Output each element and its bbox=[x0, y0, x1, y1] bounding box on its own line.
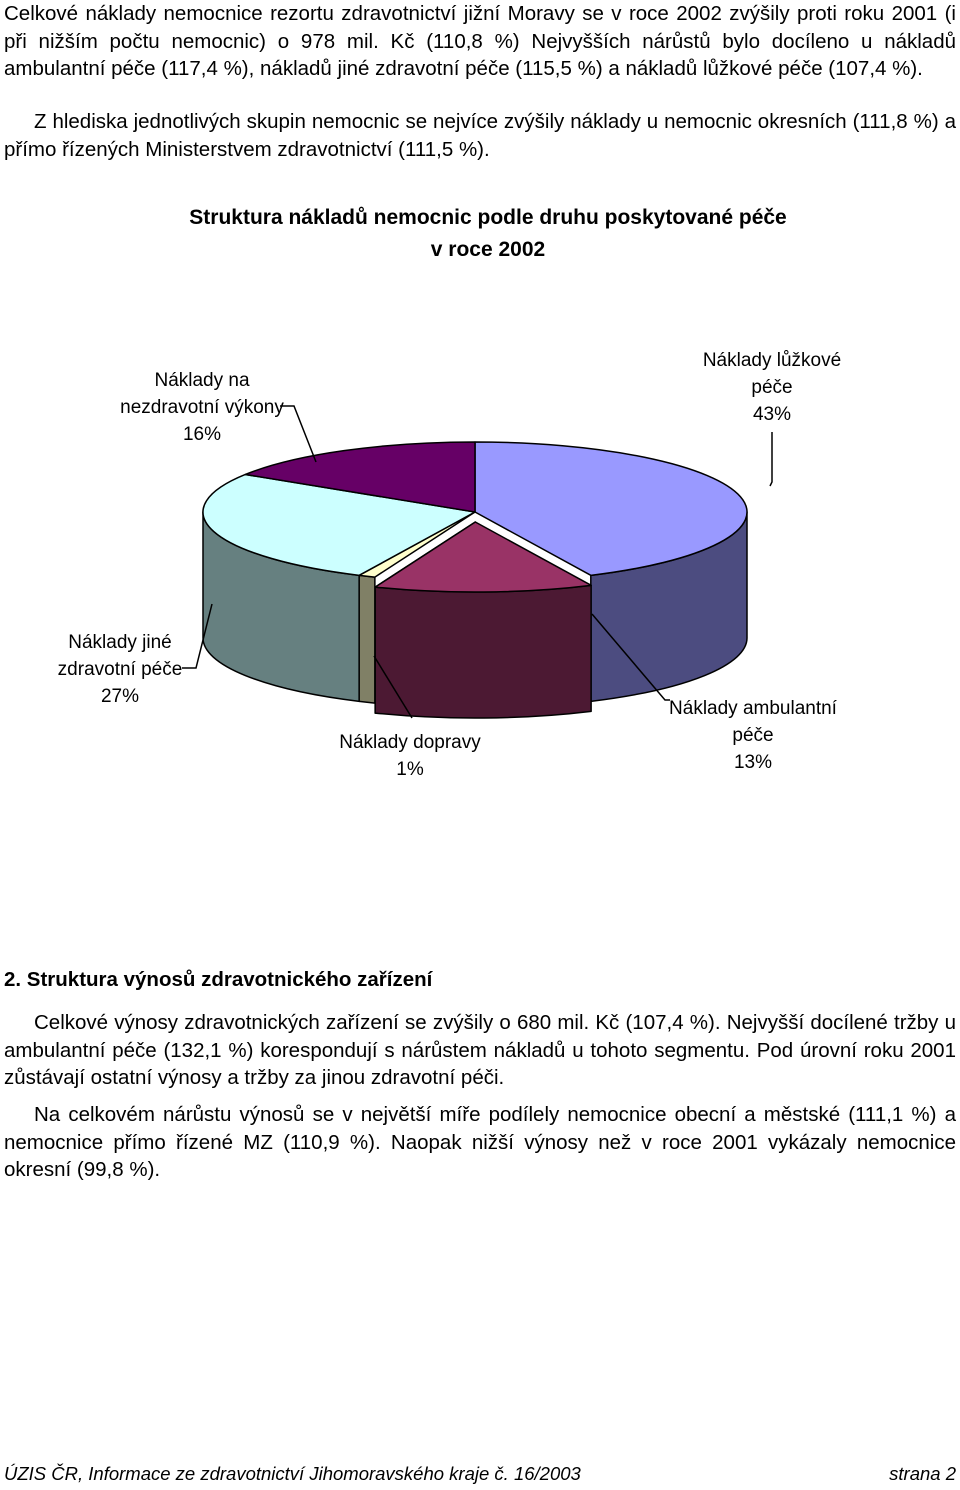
intro-paragraph: Celkové náklady nemocnice rezortu zdravo… bbox=[4, 2, 956, 80]
pie-label-3: Náklady jiné zdravotní péče 27% bbox=[58, 603, 213, 707]
revenue-groups-paragraph: Na celkovém nárůstu výnosů se v největší… bbox=[4, 1103, 956, 1181]
pie-label-4: Náklady na nezdravotní výkony 16% bbox=[120, 370, 317, 463]
pie-value-label-0: 43% bbox=[753, 404, 791, 425]
chart-title: Struktura nákladů nemocnic podle druhu p… bbox=[189, 206, 787, 229]
pie-wall-2 bbox=[358, 574, 376, 704]
hospital-groups-paragraph: Z hlediska jednotlivých skupin nemocnic … bbox=[4, 110, 956, 161]
chart-subtitle: v roce 2002 bbox=[430, 238, 546, 261]
footer-source: ÚZIS ČR, Informace ze zdravotnictví Jiho… bbox=[4, 1463, 581, 1484]
pie-label-0: Náklady lůžkové péče 43% bbox=[703, 350, 841, 487]
pie-name-label-4: Náklady na bbox=[154, 370, 249, 391]
pie-leader-line-3 bbox=[182, 603, 213, 669]
pie-value-label-1: 13% bbox=[734, 752, 772, 773]
footer-page-number: strana 2 bbox=[889, 1463, 956, 1484]
pie-slice-1 bbox=[374, 521, 592, 593]
pie-leader-line-0 bbox=[769, 432, 773, 487]
pie-name-label-4: nezdravotní výkony bbox=[120, 397, 284, 418]
pie-slice-4 bbox=[244, 441, 476, 513]
pie-value-label-4: 16% bbox=[183, 424, 221, 445]
pie-name-label-3: Náklady jiné bbox=[68, 632, 172, 653]
pie-slice-3 bbox=[202, 473, 476, 577]
revenue-paragraph: Celkové výnosy zdravotnických zařízení s… bbox=[4, 1011, 956, 1089]
pie-value-label-3: 27% bbox=[101, 686, 139, 707]
pie-label-1: Náklady ambulantní péče 13% bbox=[591, 613, 838, 773]
pie-chart: Náklady lůžkové péče 43% Náklady ambulantní… bbox=[58, 350, 841, 780]
pie-leader-line-4 bbox=[280, 405, 317, 463]
section-heading: 2. Struktura výnosů zdravotnického zaříz… bbox=[4, 968, 433, 991]
chart-title-block: Struktura nákladů nemocnic podle druhu p… bbox=[0, 202, 960, 266]
pie-name-label-1: Náklady ambulantní bbox=[669, 698, 838, 719]
pie-value-label-2: 1% bbox=[396, 759, 424, 780]
pie-leader-line-2 bbox=[373, 655, 413, 719]
pie-slice-0 bbox=[474, 441, 748, 577]
pie-label-2: Náklady dopravy 1% bbox=[339, 655, 481, 780]
pie-leader-line-1 bbox=[591, 613, 670, 701]
pie-top-layer bbox=[202, 441, 748, 593]
pie-name-label-2: Náklady dopravy bbox=[339, 732, 481, 753]
pie-name-label-1: péče bbox=[732, 725, 773, 746]
pie-name-label-3: zdravotní péče bbox=[58, 659, 183, 680]
pie-wall-1 bbox=[374, 584, 592, 719]
pie-name-label-0: Náklady lůžkové bbox=[703, 350, 841, 371]
pie-name-label-0: péče bbox=[751, 377, 792, 398]
